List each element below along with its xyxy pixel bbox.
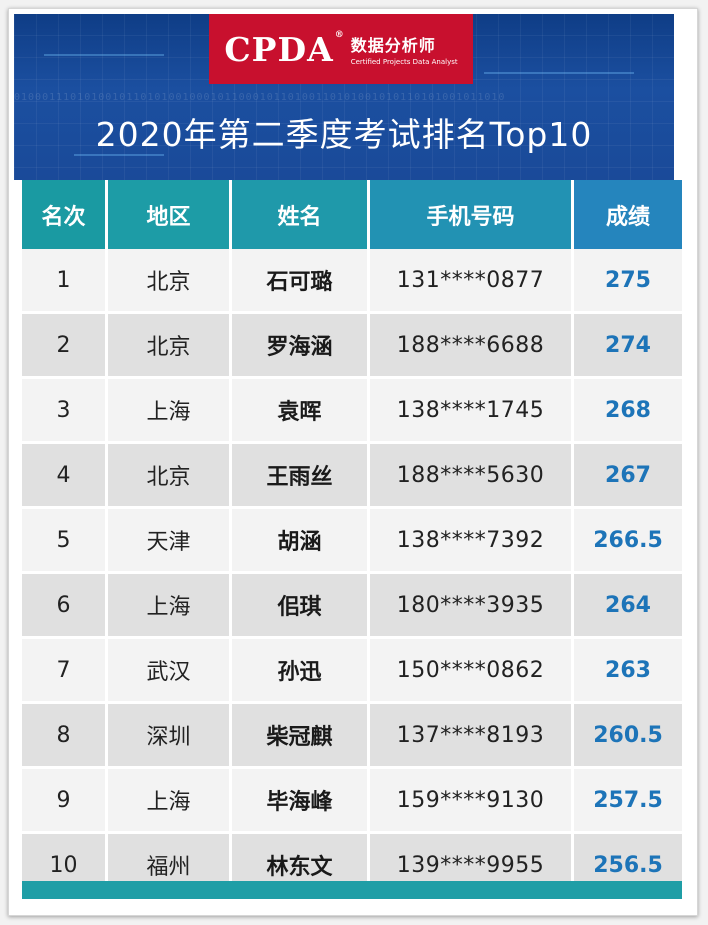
- table-row: 9 上海 毕海峰 159****9130 257.5: [22, 769, 682, 834]
- phone-cell: 150****0862: [370, 639, 574, 704]
- region-cell: 北京: [108, 249, 232, 314]
- score-cell: 266.5: [574, 509, 682, 574]
- header-rank: 名次: [22, 180, 108, 249]
- region-cell: 上海: [108, 379, 232, 444]
- table-row: 1 北京 石可璐 131****0877 275: [22, 249, 682, 314]
- logo-name-en: Certified Projects Data Analyst: [350, 58, 458, 66]
- region-cell: 武汉: [108, 639, 232, 704]
- score-cell: 268: [574, 379, 682, 444]
- name-cell: 毕海峰: [232, 769, 370, 834]
- table-row: 6 上海 佀琪 180****3935 264: [22, 574, 682, 639]
- region-cell: 北京: [108, 314, 232, 379]
- table-row: 4 北京 王雨丝 188****5630 267: [22, 444, 682, 509]
- footer-bar: [22, 881, 682, 899]
- banner-light-streak: [484, 72, 634, 74]
- name-cell: 柴冠麒: [232, 704, 370, 769]
- phone-cell: 188****6688: [370, 314, 574, 379]
- region-cell: 深圳: [108, 704, 232, 769]
- phone-cell: 159****9130: [370, 769, 574, 834]
- name-cell: 王雨丝: [232, 444, 370, 509]
- rank-cell: 5: [22, 509, 108, 574]
- rank-cell: 6: [22, 574, 108, 639]
- table-row: 2 北京 罗海涵 188****6688 274: [22, 314, 682, 379]
- cpda-logo: CPDA® 数据分析师 Certified Projects Data Anal…: [209, 14, 473, 84]
- score-cell: 264: [574, 574, 682, 639]
- rank-cell: 7: [22, 639, 108, 704]
- rank-cell: 8: [22, 704, 108, 769]
- table-header-row: 名次 地区 姓名 手机号码 成绩: [22, 180, 682, 249]
- score-cell: 257.5: [574, 769, 682, 834]
- banner-light-streak: [44, 54, 164, 56]
- header-name: 姓名: [232, 180, 370, 249]
- header-phone: 手机号码: [370, 180, 574, 249]
- score-cell: 263: [574, 639, 682, 704]
- rank-cell: 9: [22, 769, 108, 834]
- page-title: 2020年第二季度考试排名Top10: [95, 115, 593, 154]
- phone-cell: 188****5630: [370, 444, 574, 509]
- table-row: 8 深圳 柴冠麒 137****8193 260.5: [22, 704, 682, 769]
- table-row: 3 上海 袁晖 138****1745 268: [22, 379, 682, 444]
- region-cell: 北京: [108, 444, 232, 509]
- score-cell: 274: [574, 314, 682, 379]
- phone-cell: 138****7392: [370, 509, 574, 574]
- score-cell: 267: [574, 444, 682, 509]
- ranking-table: 名次 地区 姓名 手机号码 成绩 1 北京 石可璐 131****0877 275 2 北京…: [22, 180, 682, 899]
- phone-cell: 131****0877: [370, 249, 574, 314]
- name-cell: 石可璐: [232, 249, 370, 314]
- rank-cell: 3: [22, 379, 108, 444]
- rank-cell: 2: [22, 314, 108, 379]
- score-cell: 275: [574, 249, 682, 314]
- header-region: 地区: [108, 180, 232, 249]
- region-cell: 上海: [108, 769, 232, 834]
- region-cell: 上海: [108, 574, 232, 639]
- name-cell: 孙迅: [232, 639, 370, 704]
- name-cell: 佀琪: [232, 574, 370, 639]
- score-cell: 260.5: [574, 704, 682, 769]
- logo-name-cn: 数据分析师: [350, 36, 436, 55]
- region-cell: 天津: [108, 509, 232, 574]
- table-row: 5 天津 胡涵 138****7392 266.5: [22, 509, 682, 574]
- banner-light-streak: [74, 154, 164, 156]
- banner-binary-pattern: 0100011101010010110101001000101100010110…: [14, 92, 506, 103]
- rank-cell: 1: [22, 249, 108, 314]
- name-cell: 胡涵: [232, 509, 370, 574]
- name-cell: 袁晖: [232, 379, 370, 444]
- logo-mark: CPDA®: [224, 29, 345, 69]
- table-row: 7 武汉 孙迅 150****0862 263: [22, 639, 682, 704]
- phone-cell: 137****8193: [370, 704, 574, 769]
- phone-cell: 180****3935: [370, 574, 574, 639]
- rank-cell: 4: [22, 444, 108, 509]
- name-cell: 罗海涵: [232, 314, 370, 379]
- header-score: 成绩: [574, 180, 682, 249]
- phone-cell: 138****1745: [370, 379, 574, 444]
